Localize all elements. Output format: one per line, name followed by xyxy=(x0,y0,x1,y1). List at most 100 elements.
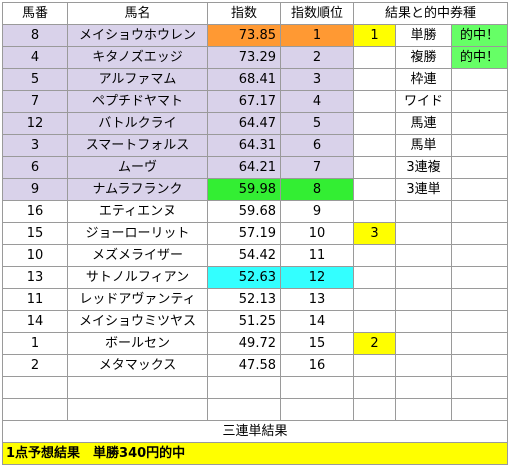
cell-bamei: メタマックス xyxy=(67,354,208,377)
cell-ticket: 3連単 xyxy=(395,178,452,201)
cell-ticket: 複勝 xyxy=(395,46,452,69)
cell-bamei: メズメライザー xyxy=(67,244,208,267)
cell-hit: 的中！ xyxy=(451,24,508,47)
cell-umaban: 4 xyxy=(2,46,68,69)
cell-place xyxy=(353,244,396,267)
empty-cell xyxy=(395,398,452,421)
summary-row: 三連単結果 xyxy=(2,420,508,443)
empty-cell xyxy=(353,376,396,399)
cell-ticket: 単勝 xyxy=(395,24,452,47)
cell-umaban: 10 xyxy=(2,244,68,267)
table-row: 9 ナムラフランク 59.98 8 3連単 xyxy=(2,178,508,201)
cell-shisu: 64.31 xyxy=(207,134,281,157)
cell-umaban: 1 xyxy=(2,332,68,355)
cell-place xyxy=(353,68,396,91)
empty-cell xyxy=(395,376,452,399)
cell-shisu: 57.19 xyxy=(207,222,281,245)
cell-shisu: 67.17 xyxy=(207,90,281,113)
cell-bamei: レッドアヴァンティ xyxy=(67,288,208,311)
cell-umaban: 7 xyxy=(2,90,68,113)
cell-rank: 13 xyxy=(280,288,354,311)
header-row: 馬番 馬名 指数 指数順位 結果と的中券種 xyxy=(2,2,508,25)
cell-shisu: 47.58 xyxy=(207,354,281,377)
cell-rank: 4 xyxy=(280,90,354,113)
cell-hit xyxy=(451,310,508,333)
cell-bamei: サトノルフィアン xyxy=(67,266,208,289)
cell-umaban: 11 xyxy=(2,288,68,311)
table-row: 14 メイショウミツヤス 51.25 14 xyxy=(2,310,508,333)
cell-umaban: 15 xyxy=(2,222,68,245)
cell-ticket xyxy=(395,244,452,267)
header-umaban: 馬番 xyxy=(2,2,68,25)
table-row: 10 メズメライザー 54.42 11 xyxy=(2,244,508,267)
empty-cell xyxy=(451,376,508,399)
cell-umaban: 14 xyxy=(2,310,68,333)
cell-ticket xyxy=(395,288,452,311)
cell-bamei: バトルクライ xyxy=(67,112,208,135)
table-row: 11 レッドアヴァンティ 52.13 13 xyxy=(2,288,508,311)
cell-hit xyxy=(451,68,508,91)
cell-rank: 7 xyxy=(280,156,354,179)
cell-rank: 15 xyxy=(280,332,354,355)
cell-place xyxy=(353,156,396,179)
cell-bamei: スマートフォルス xyxy=(67,134,208,157)
cell-umaban: 5 xyxy=(2,68,68,91)
empty-cell xyxy=(67,376,208,399)
cell-shisu: 59.98 xyxy=(207,178,281,201)
table-row: 13 サトノルフィアン 52.63 12 xyxy=(2,266,508,289)
header-shisu: 指数 xyxy=(207,2,281,25)
cell-shisu: 52.13 xyxy=(207,288,281,311)
cell-ticket: 3連複 xyxy=(395,156,452,179)
cell-shisu: 64.21 xyxy=(207,156,281,179)
header-result: 結果と的中券種 xyxy=(353,2,508,25)
cell-ticket: 馬単 xyxy=(395,134,452,157)
table-row: 3 スマートフォルス 64.31 6 馬単 xyxy=(2,134,508,157)
cell-place xyxy=(353,112,396,135)
cell-bamei: ジョーローリット xyxy=(67,222,208,245)
table-row: 8 メイショウホウレン 73.85 1 1 単勝 的中！ xyxy=(2,24,508,47)
cell-umaban: 2 xyxy=(2,354,68,377)
cell-place: 2 xyxy=(353,332,396,355)
empty-cell xyxy=(280,376,354,399)
empty-row xyxy=(2,398,508,421)
cell-ticket xyxy=(395,332,452,355)
cell-place xyxy=(353,46,396,69)
cell-rank: 2 xyxy=(280,46,354,69)
cell-hit xyxy=(451,266,508,289)
cell-bamei: キタノズエッジ xyxy=(67,46,208,69)
cell-rank: 9 xyxy=(280,200,354,223)
header-bamei: 馬名 xyxy=(67,2,208,25)
empty-cell xyxy=(280,398,354,421)
table-row: 5 アルファマム 68.41 3 枠連 xyxy=(2,68,508,91)
cell-bamei: エティエンヌ xyxy=(67,200,208,223)
table-row: 1 ボールセン 49.72 15 2 xyxy=(2,332,508,355)
cell-umaban: 3 xyxy=(2,134,68,157)
cell-rank: 1 xyxy=(280,24,354,47)
cell-hit xyxy=(451,178,508,201)
cell-hit xyxy=(451,222,508,245)
cell-place xyxy=(353,178,396,201)
cell-rank: 14 xyxy=(280,310,354,333)
cell-ticket: 枠連 xyxy=(395,68,452,91)
empty-cell xyxy=(2,398,68,421)
cell-rank: 10 xyxy=(280,222,354,245)
cell-hit xyxy=(451,90,508,113)
cell-ticket: ワイド xyxy=(395,90,452,113)
cell-hit xyxy=(451,332,508,355)
cell-hit xyxy=(451,156,508,179)
cell-place xyxy=(353,310,396,333)
cell-umaban: 9 xyxy=(2,178,68,201)
cell-hit xyxy=(451,112,508,135)
cell-ticket xyxy=(395,266,452,289)
cell-shisu: 68.41 xyxy=(207,68,281,91)
table-row: 15 ジョーローリット 57.19 10 3 xyxy=(2,222,508,245)
cell-place: 1 xyxy=(353,24,396,47)
cell-place xyxy=(353,200,396,223)
cell-rank: 5 xyxy=(280,112,354,135)
empty-cell xyxy=(207,376,281,399)
cell-hit xyxy=(451,134,508,157)
empty-cell xyxy=(67,398,208,421)
cell-shisu: 73.29 xyxy=(207,46,281,69)
header-rank: 指数順位 xyxy=(280,2,354,25)
cell-bamei: アルファマム xyxy=(67,68,208,91)
